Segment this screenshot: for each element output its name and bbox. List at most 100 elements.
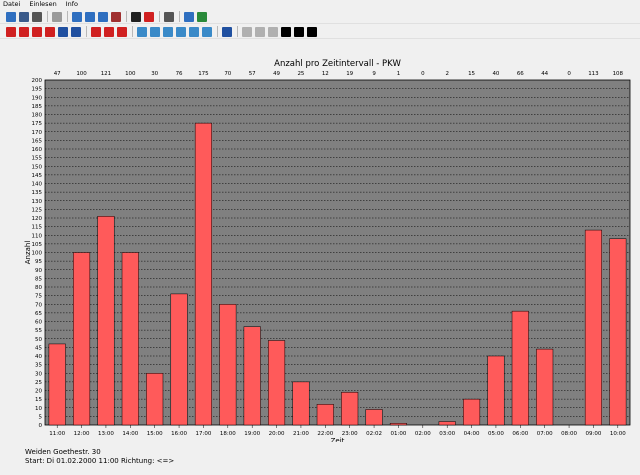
vehicle-bus-icon[interactable] bbox=[58, 26, 68, 37]
chart-type-e-icon[interactable] bbox=[189, 26, 199, 37]
filter-icon[interactable] bbox=[52, 11, 62, 22]
toolbar-separator bbox=[217, 26, 218, 37]
bar-count-label: 76 bbox=[176, 71, 183, 77]
y-tick-label: 20 bbox=[35, 389, 42, 395]
x-tick-label: 17:00 bbox=[196, 431, 212, 437]
y-tick-label: 40 bbox=[35, 354, 42, 360]
x-tick-label: 21:00 bbox=[293, 431, 309, 437]
toolbar-separator bbox=[132, 26, 133, 37]
x-tick-label: 20:00 bbox=[269, 431, 285, 437]
bar-count-label: 100 bbox=[125, 71, 136, 77]
bar-count-label: 57 bbox=[249, 71, 256, 77]
bar-0202 bbox=[365, 409, 383, 426]
x-tick-label: 12:00 bbox=[74, 431, 90, 437]
y-tick-label: 125 bbox=[32, 207, 43, 213]
bar-count-label: 0 bbox=[421, 71, 425, 77]
x-tick-label: 02:00 bbox=[415, 431, 431, 437]
stop-icon[interactable] bbox=[144, 11, 154, 22]
y-tick-label: 195 bbox=[32, 87, 43, 93]
bar-count-label: 70 bbox=[224, 71, 231, 77]
y-tick-label: 80 bbox=[35, 285, 42, 291]
bar-2200 bbox=[316, 404, 334, 426]
bar-1400 bbox=[121, 252, 139, 426]
y-tick-label: 105 bbox=[32, 242, 43, 248]
bar-count-label: 49 bbox=[273, 71, 280, 77]
info-icon[interactable] bbox=[184, 11, 194, 22]
print-preview-icon[interactable] bbox=[32, 11, 42, 22]
vehicle-pickup-icon[interactable] bbox=[45, 26, 55, 37]
x-axis-label: Zeit bbox=[331, 437, 345, 442]
y-tick-label: 130 bbox=[32, 199, 43, 205]
bar-0100 bbox=[389, 423, 407, 426]
y-tick-label: 180 bbox=[32, 113, 43, 119]
bar-chart-icon[interactable] bbox=[98, 11, 108, 22]
bar-1100 bbox=[48, 343, 66, 426]
bar-count-label: 0 bbox=[567, 71, 571, 77]
vehicle-lorry-icon[interactable] bbox=[91, 26, 101, 37]
nav-next-icon[interactable] bbox=[294, 26, 304, 37]
menu-item-einlesen[interactable]: Einlesen bbox=[29, 0, 57, 8]
y-tick-label: 140 bbox=[32, 182, 43, 188]
vehicle-semi-icon[interactable] bbox=[104, 26, 114, 37]
report-icon[interactable] bbox=[111, 11, 121, 22]
toolbar-separator bbox=[126, 11, 127, 22]
settings-icon[interactable] bbox=[222, 26, 232, 37]
nav-play-icon[interactable] bbox=[281, 26, 291, 37]
nav-first-icon[interactable] bbox=[242, 26, 252, 37]
bar-count-label: 121 bbox=[101, 71, 112, 77]
y-tick-label: 70 bbox=[35, 302, 42, 308]
nav-back-icon[interactable] bbox=[268, 26, 278, 37]
vehicle-car-icon[interactable] bbox=[6, 26, 16, 37]
menu-item-info[interactable]: Info bbox=[65, 0, 78, 8]
menu-item-datei[interactable]: Datei bbox=[3, 0, 21, 8]
bar-1900 bbox=[243, 326, 261, 426]
vehicle-truck-icon[interactable] bbox=[19, 26, 29, 37]
nav-prev-icon[interactable] bbox=[255, 26, 265, 37]
chart-type-d-icon[interactable] bbox=[176, 26, 186, 37]
y-tick-label: 85 bbox=[35, 276, 42, 282]
windows-icon[interactable] bbox=[72, 11, 82, 22]
vehicle-tractor-icon[interactable] bbox=[117, 26, 127, 37]
vehicle-trailer-icon[interactable] bbox=[71, 26, 81, 37]
toolbar-separator bbox=[67, 11, 68, 22]
vehicle-van-icon[interactable] bbox=[32, 26, 42, 37]
y-tick-label: 145 bbox=[32, 173, 43, 179]
footer-start-info: Start: Di 01.02.2000 11:00 Richtung: <=> bbox=[25, 457, 175, 465]
bar-1600 bbox=[170, 293, 188, 426]
bar-2100 bbox=[292, 381, 310, 426]
x-tick-label: 01:00 bbox=[391, 431, 407, 437]
y-tick-label: 115 bbox=[32, 225, 43, 231]
x-tick-label: 10:00 bbox=[610, 431, 626, 437]
y-axis-label: Anzahl bbox=[24, 241, 32, 265]
x-tick-label: 14:00 bbox=[122, 431, 138, 437]
chart-type-a-icon[interactable] bbox=[137, 26, 147, 37]
chart-type-f-icon[interactable] bbox=[202, 26, 212, 37]
globe-icon[interactable] bbox=[197, 11, 207, 22]
x-tick-label: 06:00 bbox=[512, 431, 528, 437]
bar-count-label: 12 bbox=[322, 71, 329, 77]
bar-count-label: 47 bbox=[54, 71, 61, 77]
printer-icon[interactable] bbox=[164, 11, 174, 22]
folder-icon[interactable] bbox=[85, 11, 95, 22]
bar-count-label: 25 bbox=[297, 71, 304, 77]
record-icon[interactable] bbox=[131, 11, 141, 22]
bar-count-label: 100 bbox=[76, 71, 87, 77]
bar-2000 bbox=[268, 340, 286, 426]
chart-area: Anzahl pro Zeitintervall - PKW 0 5 10 15 20 25… bbox=[0, 42, 640, 475]
y-tick-label: 55 bbox=[35, 328, 42, 334]
bar-1000 bbox=[609, 238, 627, 426]
x-tick-label: 08:00 bbox=[561, 431, 577, 437]
save-disk-icon[interactable] bbox=[19, 11, 29, 22]
open-folder-icon[interactable] bbox=[6, 11, 16, 22]
nav-last-icon[interactable] bbox=[307, 26, 317, 37]
bar-count-label: 108 bbox=[613, 71, 624, 77]
bar-2300 bbox=[341, 391, 359, 426]
bar-count-label: 15 bbox=[468, 71, 475, 77]
y-tick-label: 50 bbox=[35, 337, 42, 343]
bar-0700 bbox=[536, 348, 554, 426]
chart-type-c-icon[interactable] bbox=[163, 26, 173, 37]
bar-count-label: 66 bbox=[517, 71, 524, 77]
footer-location: Weiden Goethestr. 30 bbox=[25, 448, 101, 456]
chart-type-b-icon[interactable] bbox=[150, 26, 160, 37]
y-tick-label: 155 bbox=[32, 156, 43, 162]
